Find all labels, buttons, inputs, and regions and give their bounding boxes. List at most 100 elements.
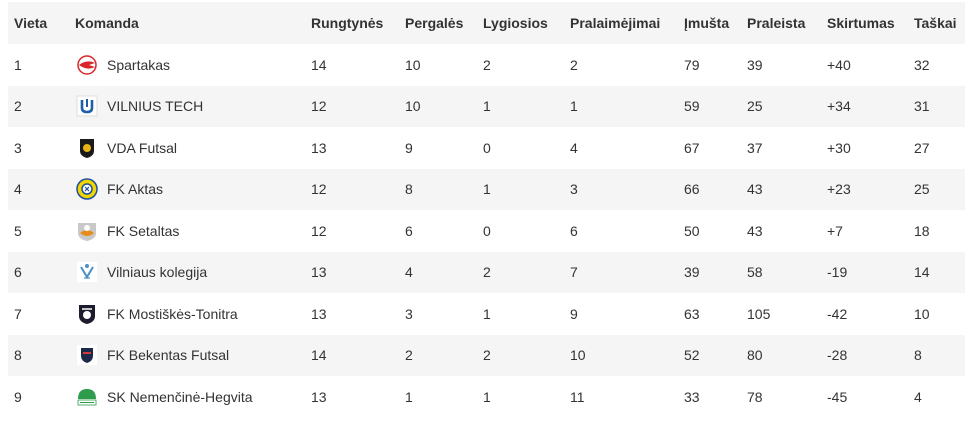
cell-lost: 6 — [570, 222, 578, 239]
cell-goals-for: 39 — [684, 264, 700, 281]
cell-lost: 10 — [570, 347, 586, 364]
cell-played: 12 — [311, 98, 327, 115]
header-komanda[interactable]: Komanda — [75, 15, 139, 31]
header-pralaimejimai[interactable]: Pralaimėjimai — [570, 15, 661, 31]
table-row: 9 SK Nemenčinė-Hegvita 13 1 1 11 33 78 -… — [8, 376, 965, 418]
team-name[interactable]: VILNIUS TECH — [107, 98, 204, 115]
team-name[interactable]: VDA Futsal — [107, 139, 178, 156]
cell-goals-against: 80 — [747, 347, 763, 364]
cell-position: 6 — [14, 264, 22, 281]
table-row: 7 FK Mostiškės-Tonitra 13 3 1 9 63 105 -… — [8, 293, 965, 335]
cell-goal-difference: +40 — [827, 56, 851, 73]
cell-goal-difference: +30 — [827, 139, 851, 156]
cell-won: 9 — [405, 139, 413, 156]
cell-goals-against: 25 — [747, 98, 763, 115]
cell-draw: 2 — [483, 264, 491, 281]
fk-bekentas-logo-icon — [75, 343, 99, 367]
table-row: 4 FK Aktas 12 8 1 3 66 43 +23 25 — [8, 168, 965, 210]
cell-lost: 7 — [570, 264, 578, 281]
cell-played: 13 — [311, 264, 327, 281]
cell-goal-difference: +7 — [827, 222, 843, 239]
table-header-row: Vieta Komanda Rungtynės Pergalės Lygiosi… — [8, 2, 965, 44]
cell-team: Vilniaus kolegija — [69, 252, 305, 294]
cell-goals-for: 33 — [684, 388, 700, 405]
cell-lost: 3 — [570, 181, 578, 198]
sk-nemencine-logo-icon — [75, 385, 99, 409]
team-name[interactable]: FK Bekentas Futsal — [107, 347, 230, 364]
cell-goals-for: 67 — [684, 139, 700, 156]
header-lygiosios[interactable]: Lygiosios — [483, 15, 548, 31]
header-vieta[interactable]: Vieta — [14, 15, 48, 31]
header-praleista[interactable]: Praleista — [747, 15, 806, 31]
cell-lost: 9 — [570, 305, 578, 322]
cell-points: 10 — [914, 305, 930, 322]
cell-team: Spartakas — [69, 44, 305, 86]
cell-team: SK Nemenčinė-Hegvita — [69, 376, 305, 418]
cell-lost: 11 — [570, 388, 585, 405]
cell-points: 14 — [914, 264, 930, 281]
cell-points: 32 — [914, 56, 930, 73]
team-name[interactable]: SK Nemenčinė-Hegvita — [107, 388, 253, 405]
team-name[interactable]: FK Setaltas — [107, 222, 180, 239]
cell-goals-against: 105 — [747, 305, 771, 322]
cell-draw: 2 — [483, 56, 491, 73]
cell-played: 13 — [311, 139, 327, 156]
cell-goal-difference: -42 — [827, 305, 848, 322]
cell-goals-against: 43 — [747, 222, 763, 239]
team-name[interactable]: FK Aktas — [107, 181, 164, 198]
cell-played: 12 — [311, 181, 327, 198]
header-pergales[interactable]: Pergalės — [405, 15, 464, 31]
cell-played: 12 — [311, 222, 327, 239]
cell-team: VILNIUS TECH — [69, 86, 305, 128]
cell-draw: 2 — [483, 347, 491, 364]
cell-played: 13 — [311, 388, 327, 405]
header-rungtynes[interactable]: Rungtynės — [311, 15, 384, 31]
cell-goals-for: 79 — [684, 56, 700, 73]
table-row: 5 FK Setaltas 12 6 0 6 50 43 +7 18 — [8, 210, 965, 252]
header-taskai[interactable]: Taškai — [914, 15, 957, 31]
fk-aktas-logo-icon — [75, 177, 99, 201]
cell-position: 5 — [14, 222, 22, 239]
cell-team: FK Mostiškės-Tonitra — [69, 293, 305, 335]
cell-points: 31 — [914, 98, 930, 115]
cell-goal-difference: -19 — [827, 264, 848, 281]
cell-goals-against: 58 — [747, 264, 763, 281]
cell-position: 1 — [14, 56, 22, 73]
table-row: 3 VDA Futsal 13 9 0 4 67 37 +30 27 — [8, 127, 965, 169]
cell-team: FK Setaltas — [69, 210, 305, 252]
cell-goals-for: 50 — [684, 222, 700, 239]
header-imusta[interactable]: Įmušta — [684, 15, 730, 31]
cell-goals-against: 78 — [747, 388, 763, 405]
cell-position: 3 — [14, 139, 22, 156]
cell-goals-for: 59 — [684, 98, 700, 115]
cell-points: 18 — [914, 222, 930, 239]
fk-mostiskes-logo-icon — [75, 302, 99, 326]
cell-goals-for: 52 — [684, 347, 700, 364]
cell-won: 6 — [405, 222, 413, 239]
team-name[interactable]: FK Mostiškės-Tonitra — [107, 305, 238, 322]
vda-futsal-logo-icon — [75, 136, 99, 160]
fk-setaltas-logo-icon — [75, 219, 99, 243]
spartak-logo-icon — [75, 53, 99, 77]
cell-position: 4 — [14, 181, 22, 198]
vilnius-tech-logo-icon — [75, 94, 99, 118]
cell-won: 3 — [405, 305, 413, 322]
cell-team: VDA Futsal — [69, 127, 305, 169]
cell-points: 27 — [914, 139, 930, 156]
table-row: 2 VILNIUS TECH 12 10 1 1 59 25 +34 31 — [8, 85, 965, 128]
team-name[interactable]: Spartakas — [107, 56, 171, 73]
cell-position: 2 — [14, 98, 22, 115]
cell-played: 14 — [311, 56, 327, 73]
cell-goal-difference: -28 — [827, 347, 848, 364]
cell-won: 8 — [405, 181, 413, 198]
vilniaus-kolegija-logo-icon — [75, 260, 99, 284]
cell-goal-difference: +34 — [827, 98, 851, 115]
cell-points: 25 — [914, 181, 930, 198]
cell-draw: 0 — [483, 222, 491, 239]
cell-goals-against: 43 — [747, 181, 763, 198]
cell-goals-against: 37 — [747, 139, 763, 156]
team-name[interactable]: Vilniaus kolegija — [107, 264, 208, 281]
cell-goals-for: 63 — [684, 305, 700, 322]
cell-draw: 1 — [483, 98, 491, 115]
header-skirtumas[interactable]: Skirtumas — [827, 15, 895, 31]
